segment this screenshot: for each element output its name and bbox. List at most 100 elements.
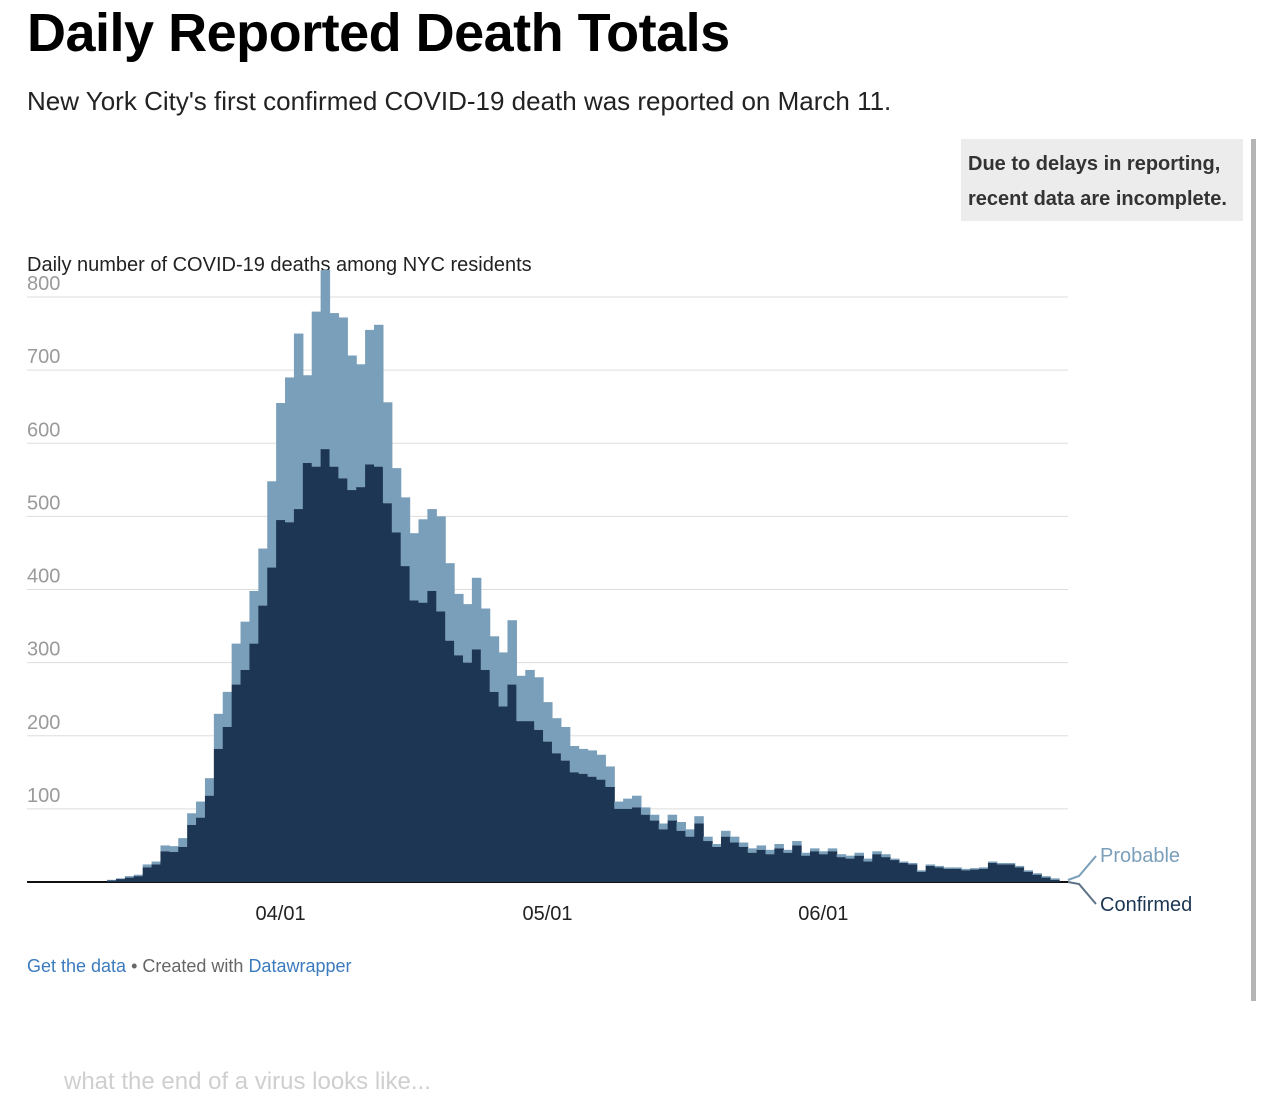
bar-probable: [587, 750, 598, 777]
bar-probable: [1032, 873, 1042, 875]
bar-probable: [578, 748, 589, 774]
bar-confirmed: [391, 532, 402, 882]
bar-confirmed: [320, 449, 331, 882]
scrollbar[interactable]: [1251, 139, 1256, 1001]
page-title: Daily Reported Death Totals: [27, 3, 730, 63]
bar-probable: [605, 766, 615, 787]
y-tick-label: 600: [27, 419, 60, 441]
bar-confirmed: [747, 852, 758, 882]
bar-confirmed: [596, 779, 606, 882]
bar-confirmed: [293, 509, 304, 882]
x-tick-label: 04/01: [256, 903, 306, 925]
bar-probable: [258, 548, 268, 606]
bar-confirmed: [124, 877, 135, 882]
bar-confirmed: [445, 640, 455, 882]
bar-confirmed: [827, 851, 838, 882]
bar-confirmed: [863, 861, 873, 882]
bar-probable: [231, 643, 242, 685]
bar-confirmed: [489, 691, 500, 882]
bar-probable: [783, 849, 793, 853]
datawrapper-link[interactable]: Datawrapper: [248, 956, 352, 976]
bar-confirmed: [240, 669, 251, 882]
footer-separator: • Created with: [126, 956, 249, 976]
bar-probable: [320, 270, 331, 450]
bar-confirmed: [115, 879, 126, 882]
bar-confirmed: [987, 862, 998, 882]
bar-confirmed: [623, 808, 633, 882]
y-tick-label: 300: [27, 639, 60, 661]
bar-confirmed: [107, 880, 117, 882]
bar-probable: [551, 718, 562, 754]
chart: 100 200 300 400 500 600 700 800 04/01 05/01 06/01 P…: [27, 270, 1192, 925]
bar-probable: [382, 402, 393, 504]
note-line-2: recent data are incomplete.: [968, 188, 1227, 210]
bar-confirmed: [640, 814, 651, 882]
bar-confirmed: [979, 868, 989, 882]
incomplete-data-note: Due to delays in reporting, recent data …: [961, 139, 1243, 221]
bar-confirmed: [454, 655, 464, 882]
bar-confirmed: [961, 870, 971, 882]
get-data-link[interactable]: Get the data: [27, 956, 127, 976]
bar-probable: [124, 876, 135, 878]
bar-confirmed: [952, 868, 962, 882]
bar-probable: [881, 854, 891, 858]
bar-probable: [640, 807, 651, 815]
bar-probable: [854, 852, 864, 856]
bar-confirmed: [792, 845, 802, 882]
bar-probable: [436, 516, 446, 612]
bar-probable: [338, 317, 348, 479]
bar-probable: [249, 590, 259, 644]
bar-probable: [569, 745, 580, 773]
bar-probable: [1023, 870, 1034, 872]
bar-probable: [952, 867, 962, 869]
bar-confirmed: [685, 836, 695, 882]
subtitle: New York City's first confirmed COVID-19…: [27, 86, 892, 116]
bar-probable: [596, 754, 606, 780]
y-tick-label: 800: [27, 273, 60, 295]
x-tick-label: 05/01: [522, 903, 572, 925]
bar-probable: [311, 311, 322, 467]
bar-confirmed: [836, 857, 847, 882]
bar-probable: [747, 848, 758, 853]
chart-title: Daily number of COVID-19 deaths among NY…: [27, 254, 532, 276]
bar-probable: [445, 563, 455, 641]
bar-probable: [498, 652, 509, 707]
bar-confirmed: [338, 478, 348, 882]
bar-confirmed: [649, 820, 660, 882]
bar-probable: [534, 677, 544, 730]
bar-probable: [356, 364, 366, 488]
bar-confirmed: [347, 490, 357, 882]
legend-confirmed: Confirmed: [1100, 894, 1192, 916]
bar-probable: [374, 324, 384, 467]
bar-confirmed: [169, 852, 179, 882]
bar-confirmed: [774, 848, 784, 882]
bar-probable: [302, 375, 313, 463]
bar-probable: [365, 329, 375, 465]
bar-confirmed: [409, 600, 420, 882]
bar-probable: [943, 867, 953, 869]
bar-probable: [169, 846, 179, 853]
bar-probable: [115, 878, 126, 880]
bar-probable: [827, 848, 838, 852]
bar-confirmed: [854, 855, 864, 882]
bar-confirmed: [285, 522, 295, 882]
bar-probable: [818, 851, 829, 855]
bar-probable: [872, 851, 882, 855]
bar-probable: [107, 879, 117, 881]
bar-probable: [178, 838, 188, 847]
bar-confirmed: [845, 858, 856, 882]
bar-confirmed: [694, 823, 704, 882]
bar-probable: [187, 813, 197, 825]
bar-probable: [765, 849, 775, 855]
bar-probable: [1014, 865, 1025, 868]
bar-confirmed: [302, 462, 313, 882]
bar-confirmed: [676, 830, 687, 882]
bar-probable: [801, 852, 811, 856]
bar-confirmed: [142, 867, 153, 882]
caption: what the end of a virus looks like...: [64, 1068, 431, 1095]
bar-confirmed: [703, 841, 713, 882]
bar-probable: [427, 509, 437, 591]
bar-probable: [409, 533, 420, 601]
bar-confirmed: [516, 721, 526, 882]
bar-confirmed: [231, 684, 242, 882]
